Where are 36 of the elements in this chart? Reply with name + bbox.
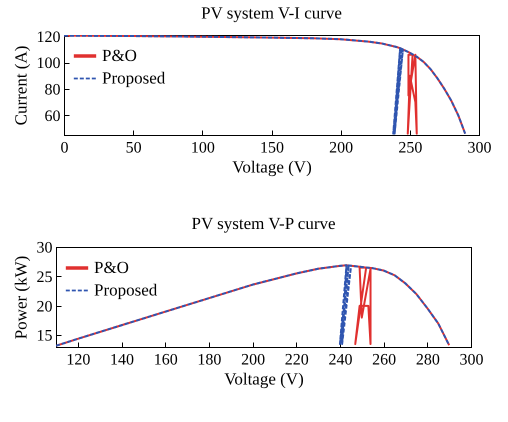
x-tick-label: 180 bbox=[197, 352, 222, 368]
y-tick-label: 25 bbox=[36, 268, 52, 286]
line-series bbox=[64, 35, 466, 135]
x-tick-label: 200 bbox=[329, 140, 354, 156]
y-tick-label: 100 bbox=[36, 55, 60, 72]
legend-label: P&O bbox=[102, 46, 137, 65]
y-tick-label: 20 bbox=[36, 298, 52, 316]
chart-title: PV system V-P curve bbox=[191, 214, 336, 233]
x-tick-label: 220 bbox=[284, 352, 309, 368]
y-tick-label: 120 bbox=[36, 28, 60, 46]
y-tick-label: 15 bbox=[36, 328, 52, 345]
y-tick-label: 60 bbox=[44, 108, 60, 125]
x-tick-label: 250 bbox=[398, 140, 422, 156]
x-tick-label: 50 bbox=[126, 140, 142, 156]
x-axis-title: Voltage (V) bbox=[232, 158, 312, 176]
x-tick-label: 100 bbox=[190, 140, 215, 156]
x-tick-label: 300 bbox=[460, 352, 484, 368]
y-axis-title: Current (A) bbox=[12, 46, 30, 126]
y-axis-title: Power (kW) bbox=[12, 256, 30, 340]
legend-label: Proposed bbox=[94, 280, 158, 300]
legend-label: Proposed bbox=[102, 68, 166, 88]
chart-title: PV system V-I curve bbox=[201, 3, 342, 22]
x-tick-label: 280 bbox=[416, 352, 440, 368]
x-tick-label: 160 bbox=[154, 352, 178, 368]
x-tick-label: 120 bbox=[66, 352, 90, 368]
x-tick-label: 140 bbox=[110, 352, 134, 368]
x-tick-label: 240 bbox=[328, 352, 352, 368]
x-tick-label: 260 bbox=[372, 352, 396, 368]
x-tick-label: 300 bbox=[468, 140, 492, 156]
y-tick-label: 80 bbox=[44, 81, 60, 98]
x-tick-label: 200 bbox=[241, 352, 266, 368]
x-tick-label: 0 bbox=[60, 140, 68, 156]
legend-label: P&O bbox=[94, 258, 129, 277]
x-tick-label: 150 bbox=[260, 140, 284, 156]
y-tick-label: 30 bbox=[36, 240, 52, 256]
x-axis-title: Voltage (V) bbox=[224, 370, 304, 388]
